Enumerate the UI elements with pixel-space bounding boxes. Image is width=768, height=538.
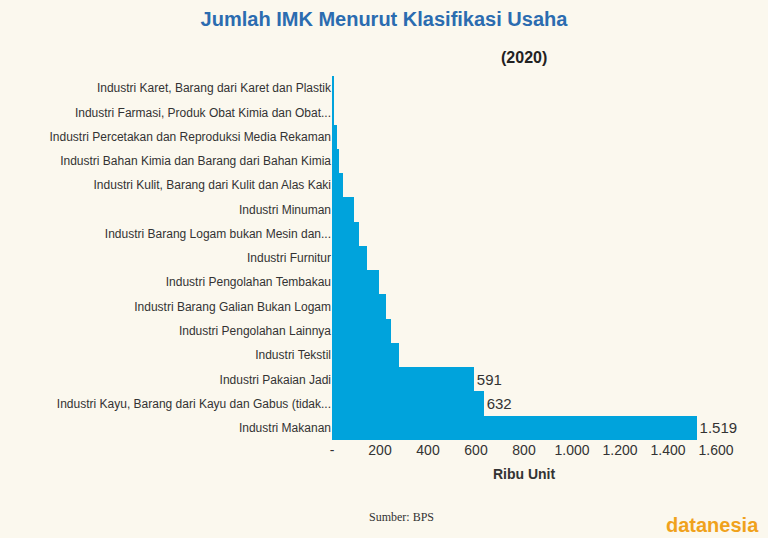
svg-text:600: 600 xyxy=(464,442,488,458)
svg-text:-: - xyxy=(330,442,335,458)
svg-text:Industri Pakaian Jadi: Industri Pakaian Jadi xyxy=(220,373,331,387)
svg-text:Industri Minuman: Industri Minuman xyxy=(239,203,331,217)
svg-text:Industri Percetakan dan Reprod: Industri Percetakan dan Reproduksi Media… xyxy=(50,130,331,144)
svg-text:1.400: 1.400 xyxy=(650,442,685,458)
svg-text:Sumber: BPS: Sumber: BPS xyxy=(369,510,434,524)
svg-text:Industri Barang Galian Bukan L: Industri Barang Galian Bukan Logam xyxy=(134,300,331,314)
svg-text:800: 800 xyxy=(512,442,536,458)
svg-text:Industri Furnitur: Industri Furnitur xyxy=(247,251,331,265)
svg-text:632: 632 xyxy=(487,395,512,412)
svg-text:Industri Bahan Kimia dan Baran: Industri Bahan Kimia dan Barang dari Bah… xyxy=(60,154,331,168)
svg-text:1.000: 1.000 xyxy=(554,442,589,458)
svg-text:1.200: 1.200 xyxy=(602,442,637,458)
svg-text:Industri Pengolahan Lainnya: Industri Pengolahan Lainnya xyxy=(179,324,331,338)
svg-text:datanesia: datanesia xyxy=(666,514,759,536)
svg-text:Industri Karet, Barang dari Ka: Industri Karet, Barang dari Karet dan Pl… xyxy=(97,81,332,95)
svg-text:Industri Barang Logam bukan Me: Industri Barang Logam bukan Mesin dan... xyxy=(105,227,331,241)
svg-text:(2020): (2020) xyxy=(501,49,547,66)
svg-text:Industri Kulit, Barang dari Ku: Industri Kulit, Barang dari Kulit dan Al… xyxy=(94,178,331,192)
svg-text:Industri Farmasi, Produk Obat: Industri Farmasi, Produk Obat Kimia dan … xyxy=(75,106,331,120)
svg-text:1.519: 1.519 xyxy=(700,419,738,436)
svg-text:400: 400 xyxy=(416,442,440,458)
svg-text:1.600: 1.600 xyxy=(698,442,733,458)
svg-text:Industri Tekstil: Industri Tekstil xyxy=(255,348,331,362)
svg-text:200: 200 xyxy=(368,442,392,458)
svg-text:591: 591 xyxy=(477,371,502,388)
svg-text:Industri Makanan: Industri Makanan xyxy=(239,421,331,435)
svg-text:Ribu Unit: Ribu Unit xyxy=(493,466,556,482)
svg-text:Industri Pengolahan Tembakau: Industri Pengolahan Tembakau xyxy=(166,275,331,289)
svg-text:Jumlah IMK Menurut Klasifikasi: Jumlah IMK Menurut Klasifikasi Usaha xyxy=(201,8,569,30)
svg-text:Industri Kayu, Barang dari Kay: Industri Kayu, Barang dari Kayu dan Gabu… xyxy=(57,397,331,411)
